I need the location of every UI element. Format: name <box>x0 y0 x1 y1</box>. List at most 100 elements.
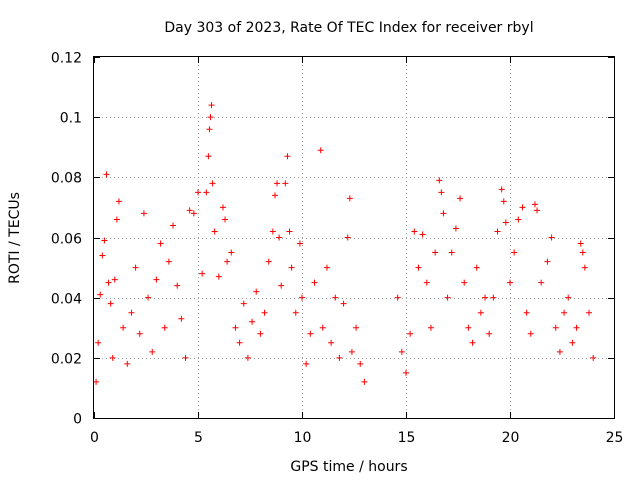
data-point <box>103 171 110 178</box>
data-point <box>523 309 530 316</box>
data-point <box>222 216 229 223</box>
data-point <box>265 258 272 265</box>
data-point <box>93 378 100 385</box>
data-point <box>174 282 181 289</box>
x-tick-label: 25 <box>606 430 624 446</box>
data-point <box>244 354 251 361</box>
x-tick-label: 0 <box>90 430 99 446</box>
data-point <box>278 282 285 289</box>
data-point <box>336 354 343 361</box>
data-point <box>140 210 147 217</box>
plot-frame <box>93 56 615 419</box>
data-point <box>205 153 212 160</box>
data-point <box>440 210 447 217</box>
data-point <box>303 360 310 367</box>
data-point <box>209 180 216 187</box>
data-point <box>215 273 222 280</box>
data-point <box>219 204 226 211</box>
data-point <box>232 324 239 331</box>
data-point <box>394 294 401 301</box>
data-point <box>311 279 318 286</box>
data-point <box>249 318 256 325</box>
y-tick-label: 0.1 <box>60 111 82 127</box>
data-point <box>498 186 505 193</box>
data-point <box>113 216 120 223</box>
data-point <box>411 228 418 235</box>
data-point <box>438 189 445 196</box>
data-point <box>515 216 522 223</box>
data-point <box>403 369 409 376</box>
data-point <box>346 195 353 202</box>
data-point <box>344 234 351 241</box>
data-point <box>111 276 118 283</box>
data-point <box>240 300 247 307</box>
data-point <box>556 348 563 355</box>
x-tick-label: 10 <box>294 430 312 446</box>
data-point <box>538 279 545 286</box>
data-point <box>544 258 551 265</box>
data-point <box>457 195 464 202</box>
data-point <box>490 294 497 301</box>
y-tick-label: 0.06 <box>51 232 82 248</box>
grid-lines <box>94 57 614 418</box>
data-point <box>507 279 513 286</box>
data-point <box>340 300 347 307</box>
data-point <box>415 264 422 271</box>
data-point <box>519 204 526 211</box>
data-point <box>165 258 172 265</box>
data-point <box>145 294 152 301</box>
data-point <box>579 249 586 256</box>
y-tick-label: 0.04 <box>51 292 82 308</box>
data-point <box>97 291 104 298</box>
axis-ticks: 0 5 10 15 20 25 0 0.02 0.04 0.06 0.08 0.1 0.12 <box>51 51 624 447</box>
data-point <box>448 249 455 256</box>
data-point <box>274 180 281 187</box>
data-point <box>531 201 538 208</box>
data-point <box>120 324 127 331</box>
data-point <box>286 228 293 235</box>
data-point <box>292 309 299 316</box>
data-point <box>296 240 303 247</box>
data-point <box>153 276 160 283</box>
data-point <box>436 177 443 184</box>
data-point <box>319 324 326 331</box>
data-point <box>427 324 434 331</box>
data-point <box>527 330 534 337</box>
data-point <box>573 324 580 331</box>
data-point <box>398 348 405 355</box>
data-point <box>95 339 102 346</box>
data-point <box>469 339 476 346</box>
data-point <box>253 288 260 295</box>
data-point <box>353 324 360 331</box>
data-point <box>586 309 593 316</box>
data-point <box>357 360 364 367</box>
data-point <box>452 225 459 232</box>
data-point <box>502 219 509 226</box>
data-point <box>195 189 201 196</box>
data-point <box>423 279 430 286</box>
data-point <box>271 192 278 199</box>
x-tick-label: 20 <box>502 430 520 446</box>
data-point <box>590 354 597 361</box>
data-point <box>203 189 210 196</box>
data-point <box>482 294 489 301</box>
chart-title: Day 303 of 2023, Rate Of TEC Index for r… <box>164 20 533 36</box>
data-point <box>276 234 283 241</box>
data-point <box>500 198 507 205</box>
data-point <box>348 348 355 355</box>
data-point <box>577 240 584 247</box>
data-point <box>494 228 501 235</box>
data-point <box>284 153 291 160</box>
data-point <box>182 354 189 361</box>
data-point <box>552 324 559 331</box>
data-point <box>548 234 555 241</box>
data-point <box>569 339 576 346</box>
data-point <box>107 300 114 307</box>
data-point <box>211 228 218 235</box>
y-tick-label: 0 <box>73 412 82 428</box>
data-point <box>444 294 451 301</box>
data-point <box>132 264 139 271</box>
data-point <box>149 348 156 355</box>
data-point <box>228 249 235 256</box>
